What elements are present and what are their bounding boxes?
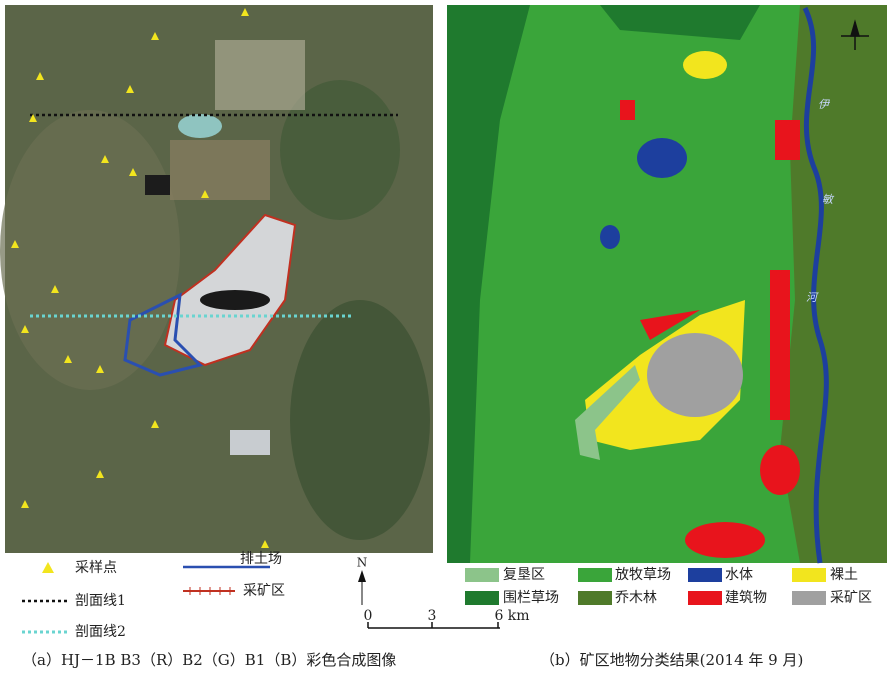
legend-label: 排土场 xyxy=(240,551,282,567)
satellite-map xyxy=(0,5,433,553)
legend-swatch xyxy=(792,568,826,582)
legend-label: 复垦区 xyxy=(503,566,545,583)
scale-label: 6 km xyxy=(494,608,529,624)
legend-label: 剖面线2 xyxy=(75,624,126,640)
legend-swatch xyxy=(688,591,722,605)
caption: （a）HJ－1B B3（R）B2（G）B1（B）彩色合成图像 xyxy=(22,651,396,669)
legend-label: 放牧草场 xyxy=(615,567,671,583)
legend-swatch xyxy=(688,568,722,582)
legend-label: 采矿区 xyxy=(243,583,285,599)
legend-label: 乔木林 xyxy=(615,590,657,606)
legend-label: 围栏草场 xyxy=(503,590,559,606)
legend-label: 水体 xyxy=(725,567,753,583)
legend-swatch xyxy=(792,591,826,605)
legend-label: 采矿区 xyxy=(830,590,872,606)
north-arrow xyxy=(841,19,869,50)
river-label: 河 xyxy=(806,291,819,304)
legend-label: 采样点 xyxy=(75,560,117,576)
legend-label: 裸土 xyxy=(830,567,858,583)
legend-swatch xyxy=(578,591,612,605)
legend-left: 采样点 剖面线1 剖面线2 排土场 采矿区 N 0 3 6 km xyxy=(22,551,530,640)
river-label: 伊 xyxy=(818,98,831,111)
caption: （b）矿区地物分类结果(2014 年 9 月) xyxy=(540,651,803,669)
river-label: 敏 xyxy=(822,193,835,206)
legend-swatch xyxy=(465,591,499,605)
classification-map: 伊 敏 河 xyxy=(447,5,887,564)
legend-swatch xyxy=(465,568,499,582)
legend-swatch xyxy=(578,568,612,582)
scale-label: 3 xyxy=(428,608,437,624)
scale-label: 0 xyxy=(364,608,373,624)
legend-label: 剖面线1 xyxy=(75,593,126,609)
legend-label: 建筑物 xyxy=(725,590,767,606)
north-label: N xyxy=(357,556,368,570)
